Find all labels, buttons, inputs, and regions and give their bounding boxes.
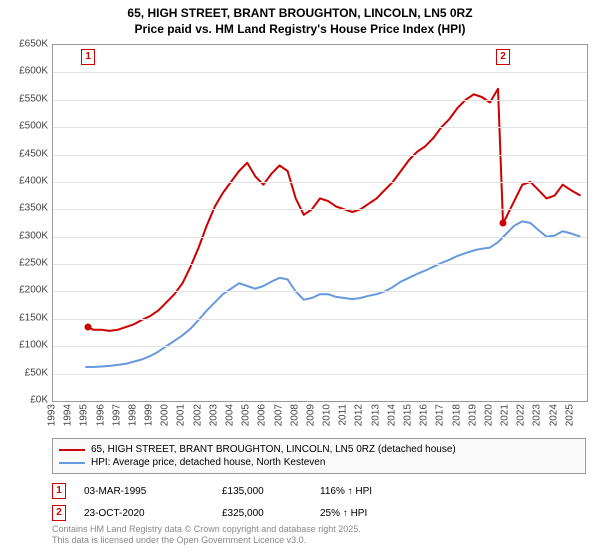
sales-date: 03-MAR-1995 (84, 486, 204, 497)
x-tick-label: 2021 (500, 404, 511, 426)
page-root: 65, HIGH STREET, BRANT BROUGHTON, LINCOL… (0, 0, 600, 560)
chart-plot-area: 12 (52, 44, 588, 402)
x-tick-label: 1995 (79, 404, 90, 426)
footer-line-1: Contains HM Land Registry data © Crown c… (52, 524, 586, 535)
x-tick-label: 2025 (564, 404, 575, 426)
gridline (53, 72, 587, 73)
y-tick-label: £50K (8, 367, 48, 378)
x-tick-label: 2019 (467, 404, 478, 426)
gridline (53, 182, 587, 183)
sales-marker-icon: 2 (52, 505, 66, 521)
gridline (53, 100, 587, 101)
sale-marker-2: 2 (496, 49, 510, 65)
y-tick-label: £100K (8, 340, 48, 351)
y-tick-label: £200K (8, 285, 48, 296)
y-tick-label: £600K (8, 66, 48, 77)
gridline (53, 237, 587, 238)
footer-attribution: Contains HM Land Registry data © Crown c… (52, 524, 586, 547)
legend-label: HPI: Average price, detached house, Nort… (91, 457, 325, 468)
x-tick-label: 2023 (532, 404, 543, 426)
legend-swatch-price-paid (59, 449, 85, 451)
y-tick-label: £350K (8, 203, 48, 214)
legend-item-hpi: HPI: Average price, detached house, Nort… (59, 456, 579, 469)
y-tick-label: £0K (8, 395, 48, 406)
sales-row: 1 03-MAR-1995 £135,000 116% ↑ HPI (52, 480, 586, 502)
sales-price: £325,000 (222, 508, 302, 519)
gridline (53, 374, 587, 375)
x-tick-label: 2002 (192, 404, 203, 426)
series-line-hpi (85, 221, 580, 367)
title-line-1: 65, HIGH STREET, BRANT BROUGHTON, LINCOL… (0, 6, 600, 22)
sale-dot-1 (85, 324, 92, 331)
sale-dot-2 (500, 220, 507, 227)
legend-item-price-paid: 65, HIGH STREET, BRANT BROUGHTON, LINCOL… (59, 443, 579, 456)
y-tick-label: £450K (8, 148, 48, 159)
sales-price: £135,000 (222, 486, 302, 497)
x-tick-label: 1997 (111, 404, 122, 426)
title-line-2: Price paid vs. HM Land Registry's House … (0, 22, 600, 38)
gridline (53, 291, 587, 292)
sales-date: 23-OCT-2020 (84, 508, 204, 519)
x-tick-label: 2013 (370, 404, 381, 426)
gridline (53, 346, 587, 347)
sales-pct: 25% ↑ HPI (320, 508, 400, 519)
x-tick-label: 2020 (483, 404, 494, 426)
footer-line-2: This data is licensed under the Open Gov… (52, 535, 586, 546)
x-tick-label: 2007 (273, 404, 284, 426)
sale-marker-1: 1 (81, 49, 95, 65)
x-tick-label: 2000 (160, 404, 171, 426)
sales-row: 2 23-OCT-2020 £325,000 25% ↑ HPI (52, 502, 586, 524)
sales-table: 1 03-MAR-1995 £135,000 116% ↑ HPI 2 23-OCT-20… (52, 480, 586, 524)
x-tick-label: 2008 (289, 404, 300, 426)
x-tick-label: 1993 (47, 404, 58, 426)
x-tick-label: 2012 (354, 404, 365, 426)
y-tick-label: £550K (8, 93, 48, 104)
x-tick-label: 1999 (144, 404, 155, 426)
y-tick-label: £300K (8, 230, 48, 241)
sales-pct: 116% ↑ HPI (320, 486, 400, 497)
gridline (53, 155, 587, 156)
gridline (53, 264, 587, 265)
y-tick-label: £150K (8, 312, 48, 323)
y-tick-label: £250K (8, 258, 48, 269)
gridline (53, 319, 587, 320)
x-tick-label: 2018 (451, 404, 462, 426)
x-tick-label: 2017 (435, 404, 446, 426)
x-tick-label: 2024 (548, 404, 559, 426)
legend-swatch-hpi (59, 462, 85, 464)
y-tick-label: £650K (8, 39, 48, 50)
sales-marker-icon: 1 (52, 483, 66, 499)
gridline (53, 127, 587, 128)
x-tick-label: 2016 (419, 404, 430, 426)
x-tick-label: 2011 (338, 404, 349, 426)
x-tick-label: 2022 (516, 404, 527, 426)
x-tick-label: 2005 (241, 404, 252, 426)
chart-legend: 65, HIGH STREET, BRANT BROUGHTON, LINCOL… (52, 438, 586, 474)
x-tick-label: 2009 (305, 404, 316, 426)
x-tick-label: 2015 (403, 404, 414, 426)
x-tick-label: 1996 (95, 404, 106, 426)
gridline (53, 209, 587, 210)
x-tick-label: 2001 (176, 404, 187, 426)
chart-title: 65, HIGH STREET, BRANT BROUGHTON, LINCOL… (0, 0, 600, 37)
legend-label: 65, HIGH STREET, BRANT BROUGHTON, LINCOL… (91, 444, 456, 455)
x-tick-label: 1998 (127, 404, 138, 426)
x-tick-label: 2006 (257, 404, 268, 426)
y-tick-label: £400K (8, 175, 48, 186)
x-tick-label: 2010 (322, 404, 333, 426)
y-tick-label: £500K (8, 121, 48, 132)
x-tick-label: 2014 (386, 404, 397, 426)
x-tick-label: 2004 (225, 404, 236, 426)
chart-svg (53, 45, 587, 401)
x-tick-label: 2003 (208, 404, 219, 426)
x-tick-label: 1994 (63, 404, 74, 426)
